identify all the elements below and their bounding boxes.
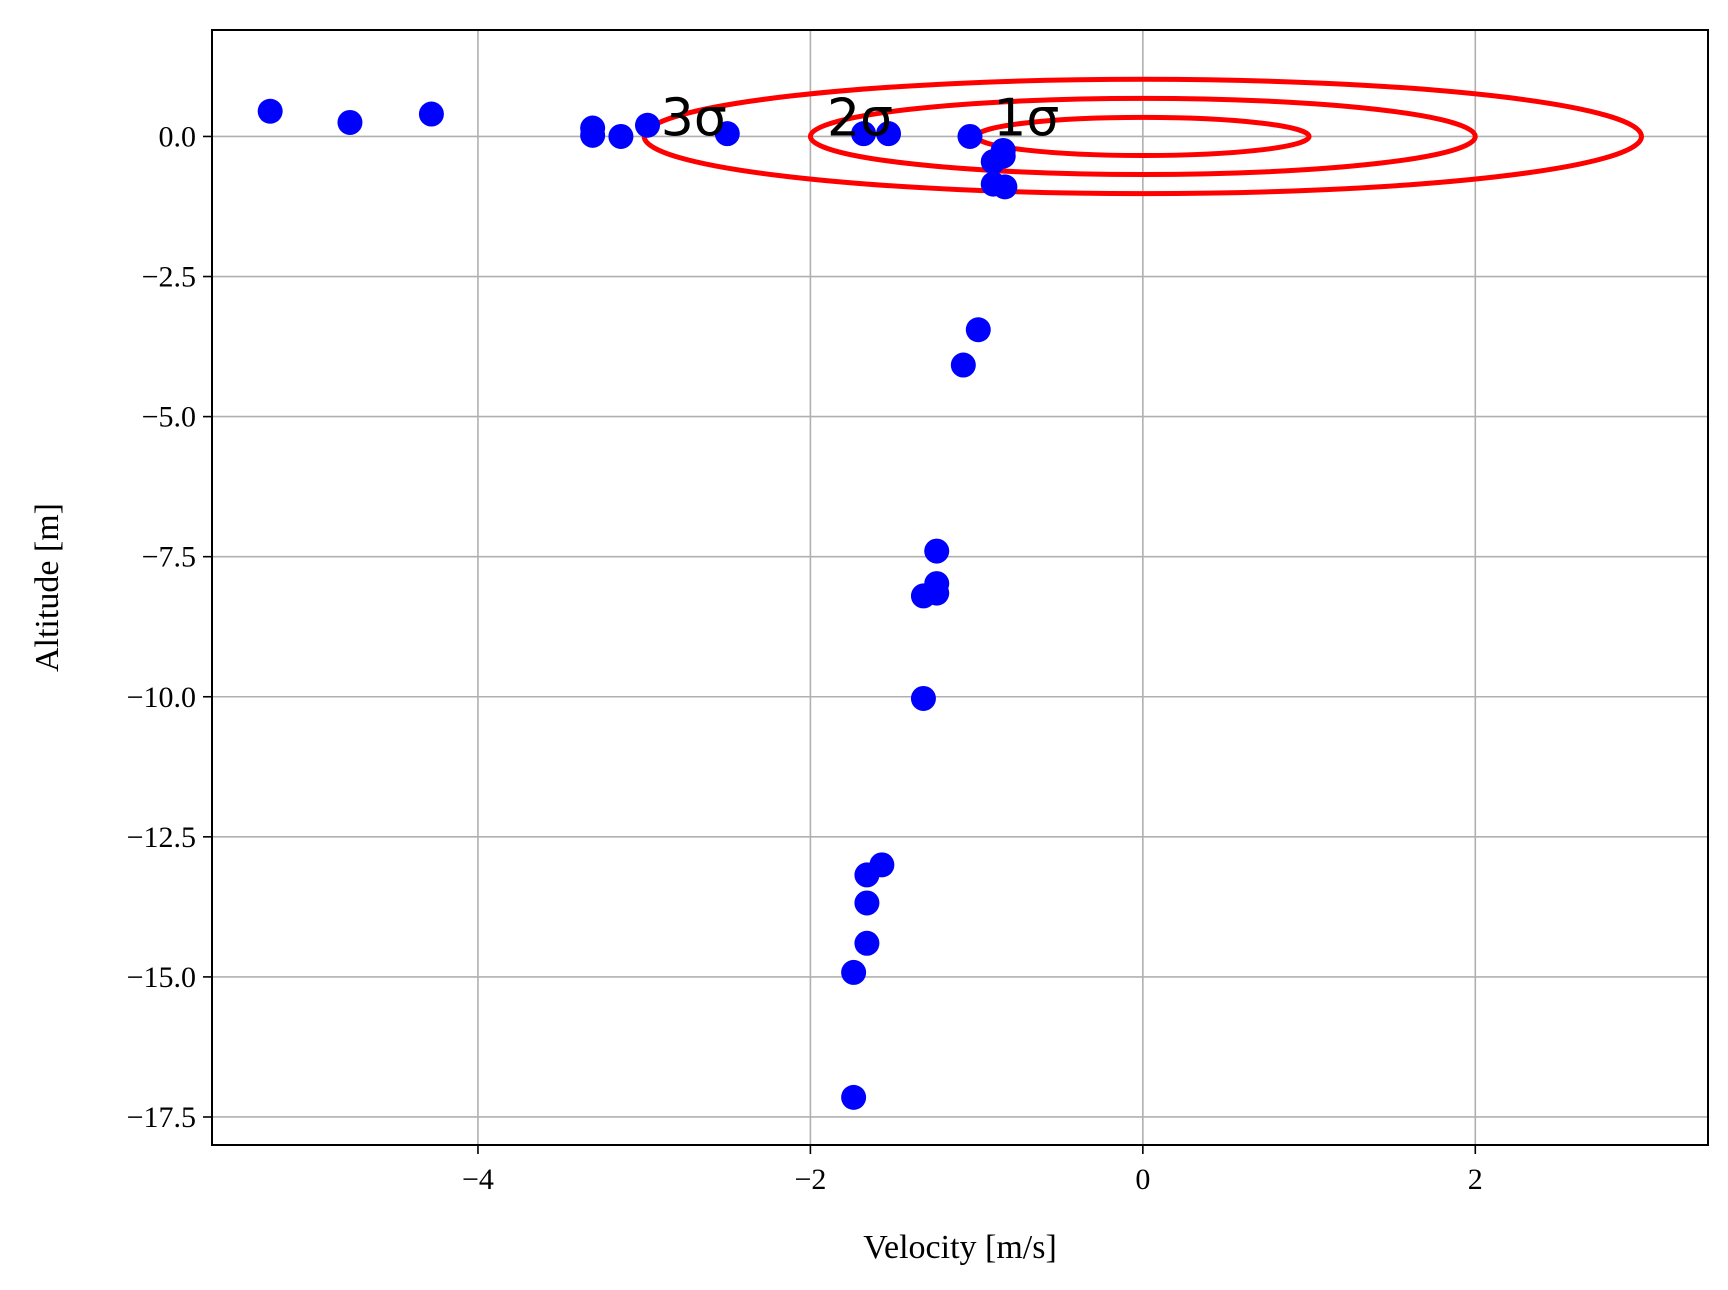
x-axis-label: Velocity [m/s] (863, 1229, 1057, 1266)
y-tick-label: −7.5 (142, 541, 196, 574)
data-point (851, 121, 877, 147)
y-tick-label: −12.5 (127, 821, 196, 854)
grid-lines (212, 30, 1708, 1145)
plot-area-frame (211, 29, 1709, 1146)
data-point (608, 123, 634, 149)
data-point (910, 685, 936, 711)
data-point (965, 317, 991, 343)
data-point (337, 109, 363, 135)
sigma-annotation: 3σ (661, 88, 727, 148)
data-point (980, 149, 1006, 175)
x-tick-label: −2 (794, 1163, 826, 1196)
data-point (635, 112, 661, 138)
y-axis-label: Altitude [m] (29, 503, 66, 672)
data-point (257, 98, 283, 124)
y-tick-label: −17.5 (127, 1101, 196, 1134)
y-tick-label: 0.0 (159, 120, 197, 153)
data-point (854, 862, 880, 888)
sigma-annotations: 3σ 2σ 1σ (661, 88, 1059, 148)
y-tick-label: −5.0 (142, 401, 196, 434)
data-point (924, 538, 950, 564)
x-tick-label: −4 (462, 1163, 494, 1196)
data-point (910, 583, 936, 609)
data-point (992, 174, 1018, 200)
y-tick-label: −2.5 (142, 261, 196, 294)
data-point (950, 352, 976, 378)
data-point (854, 930, 880, 956)
y-tick-label: −10.0 (127, 681, 196, 714)
sigma-ellipse (807, 95, 1478, 178)
data-points (257, 98, 1018, 1110)
data-point (854, 890, 880, 916)
y-tick-label: −15.0 (127, 961, 196, 994)
sigma-annotation: 2σ (827, 88, 893, 148)
data-point (580, 122, 606, 148)
data-point (418, 101, 444, 127)
data-point (841, 1084, 867, 1110)
axis-ticks: −4 −2 0 2 0.0 −2.5 −5.0 −7.5 −10.0 −12.5 −15.0 −17.… (127, 120, 1483, 1196)
x-tick-label: 2 (1468, 1163, 1483, 1196)
x-tick-label: 0 (1135, 1163, 1150, 1196)
sigma-annotation: 1σ (993, 88, 1059, 148)
data-point (714, 121, 740, 147)
data-point (841, 959, 867, 985)
data-point (876, 121, 902, 147)
data-point (957, 123, 983, 149)
